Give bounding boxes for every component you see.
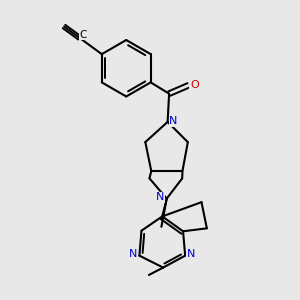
Text: N: N bbox=[129, 249, 137, 259]
Text: O: O bbox=[190, 80, 199, 90]
Text: N: N bbox=[169, 116, 178, 126]
Text: C: C bbox=[80, 30, 87, 40]
Text: N: N bbox=[156, 192, 164, 202]
Text: N: N bbox=[187, 249, 195, 259]
